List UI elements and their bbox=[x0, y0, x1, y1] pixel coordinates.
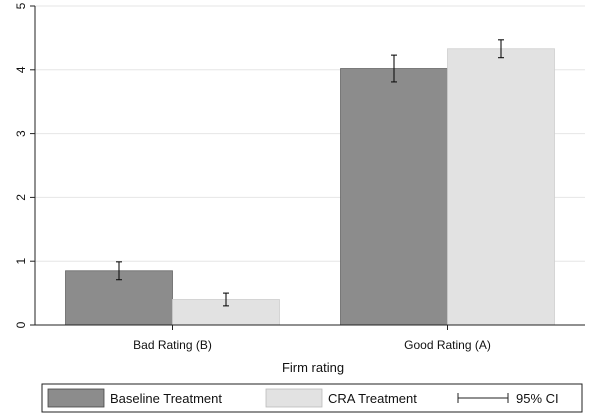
error-bar-layer bbox=[116, 39, 504, 307]
legend-ci-icon bbox=[457, 393, 509, 403]
bar-cra-1 bbox=[447, 48, 555, 326]
legend-swatch-cra bbox=[265, 388, 323, 408]
y-tick-label: 2 bbox=[14, 194, 28, 201]
x-tick-label: Bad Rating (B) bbox=[133, 338, 212, 352]
legend-swatch-baseline bbox=[47, 388, 105, 408]
y-tick-label: 4 bbox=[14, 66, 28, 73]
legend-label-ci: 95% CI bbox=[516, 391, 559, 406]
y-tick-label: 3 bbox=[14, 130, 28, 137]
bar-baseline-1 bbox=[340, 68, 448, 326]
error-bar bbox=[498, 39, 504, 59]
legend-label-baseline: Baseline Treatment bbox=[110, 391, 222, 406]
error-bar bbox=[223, 292, 229, 307]
y-tick-label: 0 bbox=[14, 321, 28, 328]
x-tick-label: Good Rating (A) bbox=[404, 338, 491, 352]
legend-label-cra: CRA Treatment bbox=[328, 391, 417, 406]
y-axis: 0 1 2 3 4 5 bbox=[14, 2, 36, 328]
y-tick-label: 1 bbox=[14, 258, 28, 265]
y-tick-label: 5 bbox=[14, 2, 28, 9]
error-bar bbox=[116, 261, 122, 281]
x-axis: Bad Rating (B) Good Rating (A) bbox=[35, 324, 585, 352]
legend: Baseline Treatment CRA Treatment 95% CI bbox=[41, 383, 583, 413]
error-bar bbox=[391, 54, 397, 83]
x-axis-title: Firm rating bbox=[282, 360, 344, 375]
